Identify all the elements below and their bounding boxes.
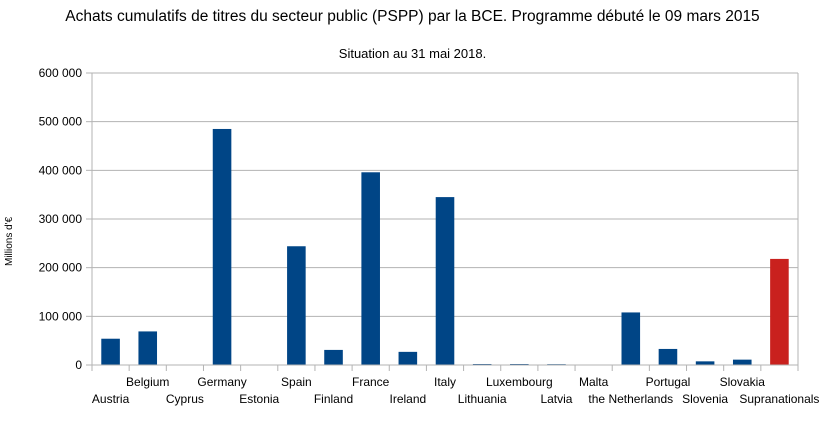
x-tick-labels: AustriaBelgiumCyprusGermanyEstoniaSpainF… <box>92 375 820 406</box>
bar <box>621 312 641 365</box>
bar <box>212 128 232 365</box>
x-tick-label: Slovakia <box>720 375 766 389</box>
bar <box>732 359 752 365</box>
x-tick-label: Austria <box>92 392 130 406</box>
x-tick-label: Portugal <box>646 375 691 389</box>
y-tick-label: 600 000 <box>39 66 83 80</box>
bar <box>361 172 380 365</box>
y-tick-labels: 0 100 000 200 000 300 000 400 000 500 000 600 … <box>39 66 83 372</box>
x-tick-label: Malta <box>579 375 609 389</box>
bar <box>101 338 120 365</box>
x-tick-label: Cyprus <box>166 392 204 406</box>
x-tick-label: Lithuania <box>458 392 507 406</box>
x-tick-label: Supranationals <box>739 392 819 406</box>
bar <box>324 349 343 365</box>
x-tick-label: Germany <box>197 375 246 389</box>
axes <box>91 73 799 371</box>
x-tick-label: Slovenia <box>682 392 728 406</box>
x-tick-label: Latvia <box>540 392 572 406</box>
x-tick-label: the Netherlands <box>588 392 673 406</box>
bar <box>695 361 715 365</box>
y-tick-label: 200 000 <box>39 261 83 275</box>
x-tick-label: Spain <box>281 375 312 389</box>
x-tick-label: France <box>352 375 390 389</box>
y-tick-label: 300 000 <box>39 212 83 226</box>
bar <box>287 246 306 365</box>
bars <box>101 128 789 366</box>
x-tick-label: Belgium <box>126 375 169 389</box>
bar <box>770 258 789 365</box>
chart-title: Achats cumulatifs de titres du secteur p… <box>65 8 760 25</box>
y-tick-label: 400 000 <box>39 163 83 177</box>
y-tick-label: 0 <box>75 358 82 372</box>
bar <box>658 348 678 365</box>
bar <box>398 351 418 365</box>
x-tick-label: Italy <box>434 375 456 389</box>
x-tick-label: Estonia <box>239 392 279 406</box>
bar <box>138 331 158 365</box>
x-tick-label: Ireland <box>389 392 426 406</box>
y-tick-label: 100 000 <box>39 309 83 323</box>
bar <box>435 197 455 365</box>
x-tick-label: Finland <box>314 392 353 406</box>
chart-subtitle: Situation au 31 mai 2018. <box>338 46 487 61</box>
y-tick-label: 500 000 <box>39 115 83 129</box>
x-tick-label: Luxembourg <box>486 375 553 389</box>
